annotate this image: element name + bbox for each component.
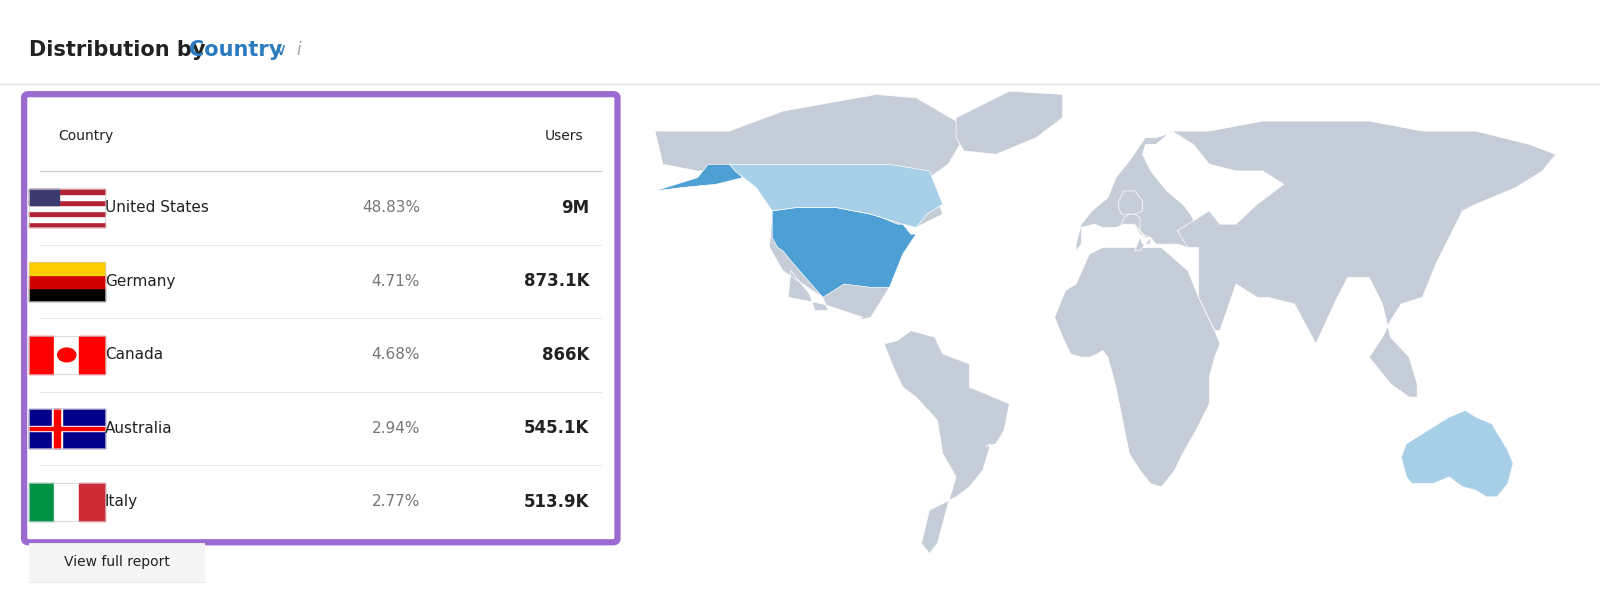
Bar: [29, 216, 104, 221]
Bar: [29, 221, 104, 227]
Bar: [29, 189, 59, 205]
Bar: [29, 200, 104, 205]
Text: Distribution by: Distribution by: [29, 40, 213, 60]
Bar: [29, 426, 104, 431]
Bar: [54, 483, 80, 521]
Bar: [29, 262, 104, 301]
Bar: [80, 336, 104, 374]
Text: ∨: ∨: [275, 41, 288, 59]
Text: 4.71%: 4.71%: [371, 274, 421, 289]
Polygon shape: [730, 165, 942, 227]
Polygon shape: [1077, 131, 1198, 251]
Text: Italy: Italy: [104, 494, 138, 510]
Text: 866K: 866K: [542, 346, 589, 364]
Text: 873.1K: 873.1K: [523, 272, 589, 291]
Polygon shape: [1402, 410, 1514, 497]
Text: 9M: 9M: [562, 199, 589, 217]
Bar: [29, 211, 104, 216]
Text: United States: United States: [104, 201, 208, 215]
Polygon shape: [1171, 121, 1555, 397]
Bar: [29, 205, 104, 211]
Polygon shape: [885, 330, 1010, 554]
Bar: [29, 483, 104, 521]
Bar: [29, 336, 104, 374]
Bar: [29, 275, 104, 288]
Bar: [29, 262, 104, 275]
Text: Country: Country: [189, 40, 282, 60]
Bar: [54, 336, 80, 374]
Text: 4.68%: 4.68%: [371, 348, 421, 362]
Text: Users: Users: [546, 129, 584, 143]
Bar: [29, 336, 54, 374]
Bar: [29, 483, 54, 521]
Text: 48.83%: 48.83%: [362, 201, 421, 215]
Polygon shape: [1122, 214, 1150, 251]
FancyBboxPatch shape: [22, 542, 211, 584]
Bar: [29, 427, 104, 430]
Bar: [29, 189, 104, 194]
Text: Australia: Australia: [104, 421, 173, 436]
Bar: [29, 288, 104, 301]
Polygon shape: [654, 95, 965, 321]
Polygon shape: [957, 91, 1062, 155]
Text: Canada: Canada: [104, 348, 163, 362]
Text: Country: Country: [58, 129, 114, 143]
Bar: [29, 409, 104, 448]
Polygon shape: [1118, 191, 1142, 214]
Text: Germany: Germany: [104, 274, 174, 289]
Bar: [80, 483, 104, 521]
Text: 2.94%: 2.94%: [371, 421, 421, 436]
Polygon shape: [1054, 247, 1219, 487]
Bar: [54, 409, 59, 448]
Bar: [29, 189, 104, 227]
Bar: [51, 409, 62, 448]
Text: View full report: View full report: [64, 555, 170, 569]
Text: 513.9K: 513.9K: [523, 493, 589, 511]
Bar: [29, 409, 104, 448]
Text: i: i: [296, 41, 301, 59]
Circle shape: [58, 348, 75, 362]
Bar: [29, 194, 104, 200]
FancyBboxPatch shape: [24, 94, 618, 542]
Text: 2.77%: 2.77%: [371, 494, 421, 510]
Polygon shape: [654, 165, 742, 191]
Text: 545.1K: 545.1K: [525, 420, 589, 437]
Polygon shape: [773, 208, 917, 297]
